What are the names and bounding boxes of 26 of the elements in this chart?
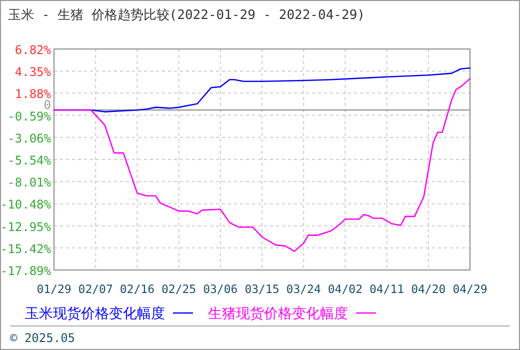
chart-title: 玉米 - 生猪 价格趋势比较(2022-01-29 - 2022-04-29) [8, 8, 365, 23]
y-tick-label: -15.42% [0, 242, 52, 256]
x-tick-label: 04/02 [328, 282, 363, 296]
y-tick-label: -10.48% [0, 198, 52, 212]
text: © 2025.05 [10, 331, 76, 345]
legend-label: 玉米现货价格变化幅度 [25, 305, 165, 321]
y-tick-label: -0.59% [8, 109, 52, 124]
x-tick-label: 03/15 [244, 282, 280, 296]
y-tick-label: -3.06% [8, 131, 52, 146]
y-tick-label: -12.95% [0, 220, 52, 234]
x-tick-label: 03/24 [286, 282, 321, 296]
x-tick-label: 03/06 [203, 282, 238, 296]
y-tick-label: -5.54% [8, 154, 52, 168]
x-tick-label: 02/25 [161, 282, 196, 296]
y-tick-label: 6.82% [14, 43, 52, 57]
x-tick-label: 01/29 [36, 282, 72, 296]
y-tick-label: -8.01% [8, 176, 52, 190]
line-series [53, 78, 471, 252]
x-tick-label: 04/11 [369, 282, 404, 296]
y-tick-label: 4.35% [14, 65, 52, 80]
legend-label: 生猪现货价格变化幅度 [208, 305, 348, 321]
x-tick-label: 04/29 [452, 282, 488, 296]
y-tick-label: -17.89% [0, 264, 52, 278]
x-tick-label: 02/16 [120, 282, 155, 296]
x-tick-label: 02/07 [78, 282, 113, 296]
x-tick-label: 04/20 [411, 282, 446, 296]
